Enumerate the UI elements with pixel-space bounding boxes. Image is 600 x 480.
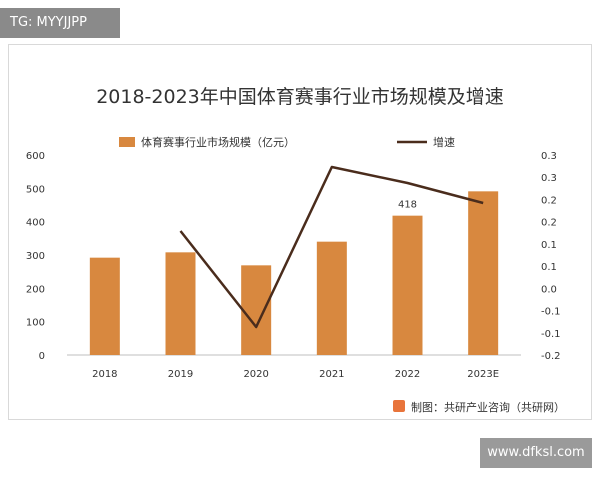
source-credit: 制图：共研产业咨询（共研网） <box>393 400 565 414</box>
channel-badge: TG: MYYJJPP <box>0 8 120 38</box>
bar <box>89 257 120 355</box>
site-badge: www.dfksl.com <box>480 438 592 468</box>
left-axis-tick-label: 400 <box>26 218 45 229</box>
bar-data-label: 418 <box>398 200 417 211</box>
chart-title: 2018-2023年中国体育赛事行业市场规模及增速 <box>96 86 504 108</box>
left-axis-tick-label: 300 <box>26 251 45 262</box>
growth-line <box>179 165 484 329</box>
legend: 体育赛事行业市场规模（亿元） 增速 <box>119 135 455 149</box>
bar <box>165 252 196 355</box>
right-axis-tick-label: -0.1 <box>541 307 561 318</box>
plot-area: 0 100 200 300 400 500 600 -0.2 -0.1 -0.1 0.0 0.1 0.1… <box>26 151 561 380</box>
right-axis-tick-label: 0.1 <box>541 262 557 273</box>
bar <box>241 265 272 355</box>
x-axis-tick-label: 2023E <box>467 369 499 380</box>
x-axis-tick-label: 2020 <box>243 369 268 380</box>
bar <box>316 241 347 355</box>
right-axis-tick-label: -0.2 <box>541 351 561 362</box>
right-axis-tick-label: 0.3 <box>541 151 557 162</box>
legend-line-label: 增速 <box>433 135 455 149</box>
right-axis-tick-label: 0.2 <box>541 218 557 229</box>
left-axis-tick-label: 200 <box>26 284 45 295</box>
left-axis-tick-label: 600 <box>26 151 45 162</box>
chart-canvas: 2018-2023年中国体育赛事行业市场规模及增速 体育赛事行业市场规模（亿元）… <box>26 86 565 414</box>
bar <box>392 215 423 355</box>
left-axis-tick-label: 100 <box>26 318 45 329</box>
logo-icon <box>393 400 405 412</box>
x-axis-tick-label: 2019 <box>168 369 193 380</box>
right-axis-tick-label: -0.1 <box>541 329 561 340</box>
right-axis-tick-label: 0.1 <box>541 240 557 251</box>
x-axis-tick-label: 2018 <box>92 369 117 380</box>
left-axis-tick-label: 500 <box>26 184 45 195</box>
bar <box>468 191 499 355</box>
legend-bar-swatch <box>119 137 135 147</box>
chart-panel: 2018-2023年中国体育赛事行业市场规模及增速 体育赛事行业市场规模（亿元）… <box>8 44 592 420</box>
right-axis-tick-label: 0.0 <box>541 284 557 295</box>
x-axis-tick-label: 2021 <box>319 369 344 380</box>
source-text: 制图：共研产业咨询（共研网） <box>411 400 565 414</box>
right-axis-tick-label: 0.2 <box>541 195 557 206</box>
legend-bar-label: 体育赛事行业市场规模（亿元） <box>141 135 295 149</box>
left-axis-tick-label: 0 <box>39 351 45 362</box>
right-axis-tick-label: 0.3 <box>541 173 557 184</box>
x-axis-tick-label: 2022 <box>395 369 420 380</box>
